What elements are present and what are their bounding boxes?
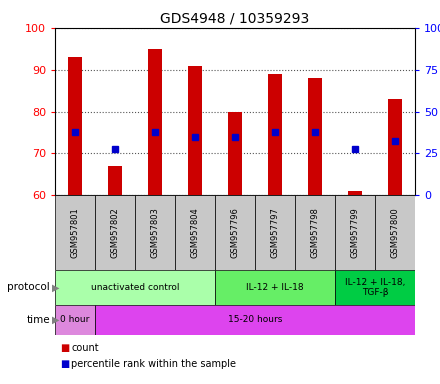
Bar <box>335 270 415 305</box>
Bar <box>148 49 162 195</box>
Text: GSM957801: GSM957801 <box>70 207 80 258</box>
Text: unactivated control: unactivated control <box>91 283 179 292</box>
Bar <box>308 78 322 195</box>
Text: ▶: ▶ <box>52 283 59 293</box>
Bar <box>95 195 135 270</box>
Text: 15-20 hours: 15-20 hours <box>228 316 282 324</box>
Bar <box>295 195 335 270</box>
Bar <box>55 195 95 270</box>
Text: IL-12 + IL-18: IL-12 + IL-18 <box>246 283 304 292</box>
Bar <box>375 195 415 270</box>
Text: count: count <box>71 343 99 353</box>
Text: percentile rank within the sample: percentile rank within the sample <box>71 359 236 369</box>
Bar <box>108 166 122 195</box>
Bar <box>215 195 255 270</box>
Text: ■: ■ <box>60 343 69 353</box>
Text: IL-12 + IL-18,
TGF-β: IL-12 + IL-18, TGF-β <box>345 278 405 297</box>
Bar <box>188 66 202 195</box>
Bar <box>68 57 82 195</box>
Text: GSM957796: GSM957796 <box>231 207 239 258</box>
Text: ■: ■ <box>60 359 69 369</box>
Bar <box>335 195 375 270</box>
Bar <box>55 270 215 305</box>
Bar <box>95 305 415 335</box>
Text: GSM957804: GSM957804 <box>191 207 199 258</box>
Bar <box>255 195 295 270</box>
Text: GSM957797: GSM957797 <box>271 207 279 258</box>
Title: GDS4948 / 10359293: GDS4948 / 10359293 <box>160 12 310 25</box>
Text: GSM957802: GSM957802 <box>110 207 120 258</box>
Text: ▶: ▶ <box>52 315 59 325</box>
Bar <box>215 270 335 305</box>
Bar <box>268 74 282 195</box>
Text: 0 hour: 0 hour <box>60 316 90 324</box>
Text: GSM957803: GSM957803 <box>150 207 160 258</box>
Text: GSM957800: GSM957800 <box>391 207 400 258</box>
Text: time: time <box>26 315 50 325</box>
Bar <box>175 195 215 270</box>
Bar <box>135 195 175 270</box>
Bar <box>55 305 95 335</box>
Bar <box>388 99 402 195</box>
Text: GSM957798: GSM957798 <box>311 207 319 258</box>
Bar <box>228 111 242 195</box>
Text: GSM957799: GSM957799 <box>351 207 359 258</box>
Text: protocol: protocol <box>7 283 50 293</box>
Bar <box>348 191 362 195</box>
